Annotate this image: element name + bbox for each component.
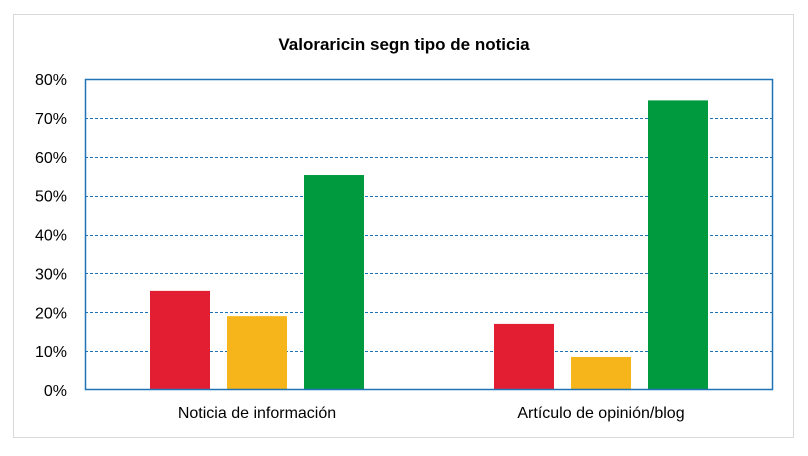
bar <box>494 323 554 390</box>
y-tick-label: 70% <box>35 111 67 128</box>
x-category-label: Artículo de opinión/blog <box>517 405 684 422</box>
bar <box>150 290 210 390</box>
chart-title: Valoraricin segn tipo de noticia <box>278 35 530 54</box>
y-axis-tick-labels: 0% 10% 20% 30% 40% 50% 60% 70% 80% <box>35 72 67 400</box>
bar <box>304 175 364 390</box>
y-tick-label: 60% <box>35 150 67 167</box>
x-axis-category-labels: Noticia de información Artículo de opinió… <box>178 405 685 422</box>
bar <box>648 100 708 390</box>
y-tick-label: 10% <box>35 344 67 361</box>
y-tick-label: 0% <box>44 383 67 400</box>
x-category-label: Noticia de información <box>178 405 336 422</box>
y-tick-label: 30% <box>35 266 67 283</box>
plot-area-border <box>84 78 774 391</box>
bar <box>571 356 631 390</box>
bars <box>150 100 708 390</box>
y-tick-label: 20% <box>35 305 67 322</box>
y-tick-label: 40% <box>35 228 67 245</box>
y-tick-label: 80% <box>35 72 67 89</box>
y-tick-label: 50% <box>35 189 67 206</box>
bar <box>227 316 287 390</box>
